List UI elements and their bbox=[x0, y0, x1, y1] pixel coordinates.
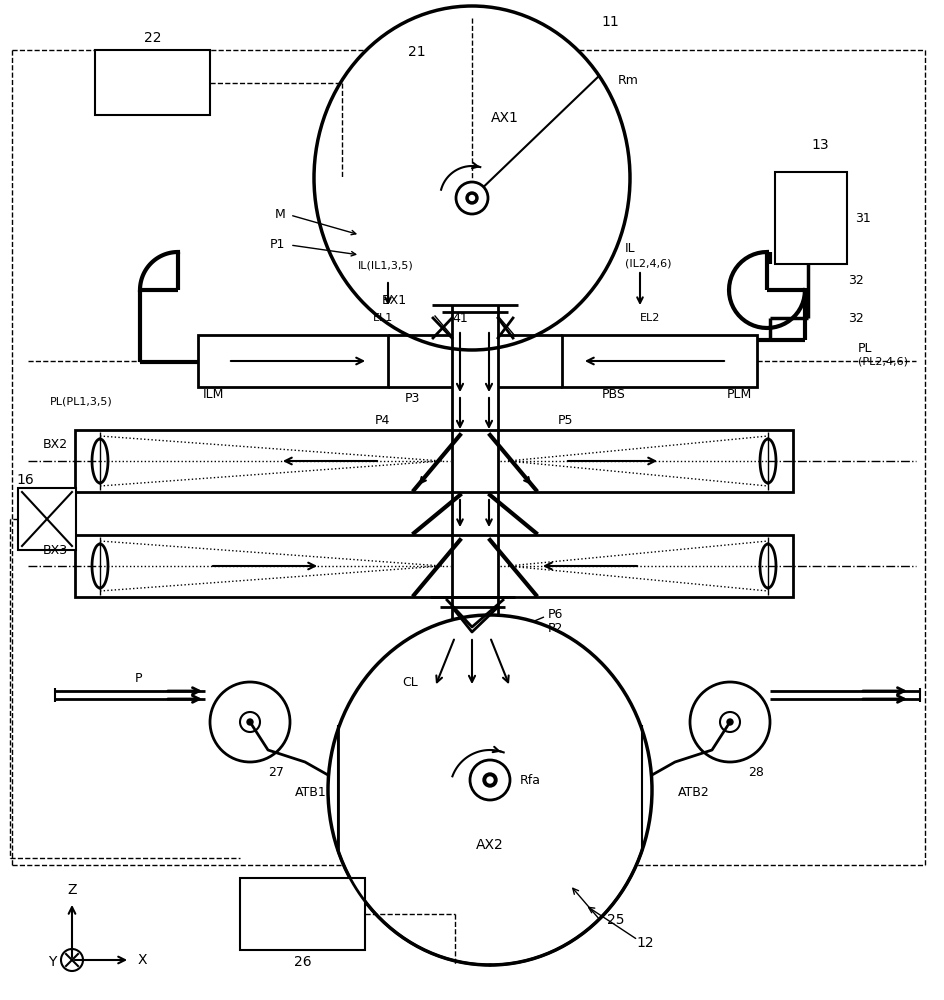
Text: 32: 32 bbox=[848, 312, 864, 324]
Text: P1: P1 bbox=[270, 238, 285, 251]
Text: PBS: PBS bbox=[602, 388, 626, 401]
Text: 26: 26 bbox=[294, 955, 312, 969]
Text: 32: 32 bbox=[848, 273, 864, 286]
Text: P3: P3 bbox=[405, 391, 420, 404]
Text: EL2: EL2 bbox=[640, 313, 661, 323]
Text: P4: P4 bbox=[375, 414, 390, 426]
Text: ATB1: ATB1 bbox=[295, 786, 327, 798]
Text: Rm: Rm bbox=[617, 74, 638, 87]
Text: P2: P2 bbox=[548, 622, 564, 636]
Text: EL1: EL1 bbox=[373, 313, 393, 323]
Circle shape bbox=[483, 773, 497, 787]
Bar bbox=[75, 430, 793, 492]
Circle shape bbox=[240, 712, 260, 732]
Text: M: M bbox=[275, 209, 285, 222]
Text: 22: 22 bbox=[143, 31, 161, 45]
Text: 11: 11 bbox=[601, 15, 619, 29]
Text: IL(IL1,3,5): IL(IL1,3,5) bbox=[358, 260, 413, 270]
Circle shape bbox=[690, 682, 770, 762]
Text: (IL2,4,6): (IL2,4,6) bbox=[625, 258, 671, 268]
Bar bbox=[240, 878, 365, 950]
Bar bbox=[18, 488, 76, 550]
Circle shape bbox=[720, 712, 740, 732]
Circle shape bbox=[210, 682, 290, 762]
Text: BX1: BX1 bbox=[382, 294, 407, 306]
Bar bbox=[95, 50, 210, 115]
Text: AX2: AX2 bbox=[476, 838, 504, 852]
Text: ATB2: ATB2 bbox=[678, 786, 710, 798]
Text: ILM: ILM bbox=[203, 388, 225, 401]
Ellipse shape bbox=[314, 6, 630, 350]
Text: 28: 28 bbox=[748, 766, 764, 778]
Bar bbox=[198, 335, 388, 387]
Circle shape bbox=[247, 719, 253, 725]
Text: P: P bbox=[134, 672, 142, 684]
Ellipse shape bbox=[328, 615, 652, 965]
Text: 16: 16 bbox=[16, 473, 34, 487]
Text: PLM: PLM bbox=[727, 388, 752, 401]
Circle shape bbox=[466, 192, 478, 204]
Text: 21: 21 bbox=[408, 45, 426, 59]
Text: P5: P5 bbox=[558, 414, 574, 426]
Text: AX1: AX1 bbox=[491, 111, 519, 125]
Bar bbox=[562, 335, 757, 387]
Bar bbox=[75, 535, 793, 597]
Circle shape bbox=[456, 182, 488, 214]
Circle shape bbox=[469, 196, 475, 200]
Circle shape bbox=[487, 777, 493, 783]
Text: 12: 12 bbox=[636, 936, 654, 950]
Text: P6: P6 bbox=[548, 608, 564, 621]
Circle shape bbox=[470, 760, 510, 800]
Text: 13: 13 bbox=[811, 138, 829, 152]
Text: CL: CL bbox=[402, 676, 418, 688]
Text: 27: 27 bbox=[268, 766, 284, 778]
Text: IL: IL bbox=[625, 241, 635, 254]
Text: X: X bbox=[137, 953, 146, 967]
Text: 31: 31 bbox=[855, 212, 870, 225]
Text: Y: Y bbox=[47, 955, 56, 969]
Bar bbox=[775, 172, 847, 264]
Text: PL(PL1,3,5): PL(PL1,3,5) bbox=[50, 397, 112, 407]
Circle shape bbox=[61, 949, 83, 971]
Text: 25: 25 bbox=[607, 913, 625, 927]
Text: Z: Z bbox=[67, 883, 76, 897]
Circle shape bbox=[727, 719, 733, 725]
Text: BX2: BX2 bbox=[42, 438, 68, 452]
Text: 41: 41 bbox=[452, 312, 467, 324]
Text: PL: PL bbox=[858, 342, 872, 355]
Text: Rfa: Rfa bbox=[520, 774, 541, 786]
Text: BX3: BX3 bbox=[42, 544, 68, 556]
Text: (PL2,4,6): (PL2,4,6) bbox=[858, 357, 908, 367]
